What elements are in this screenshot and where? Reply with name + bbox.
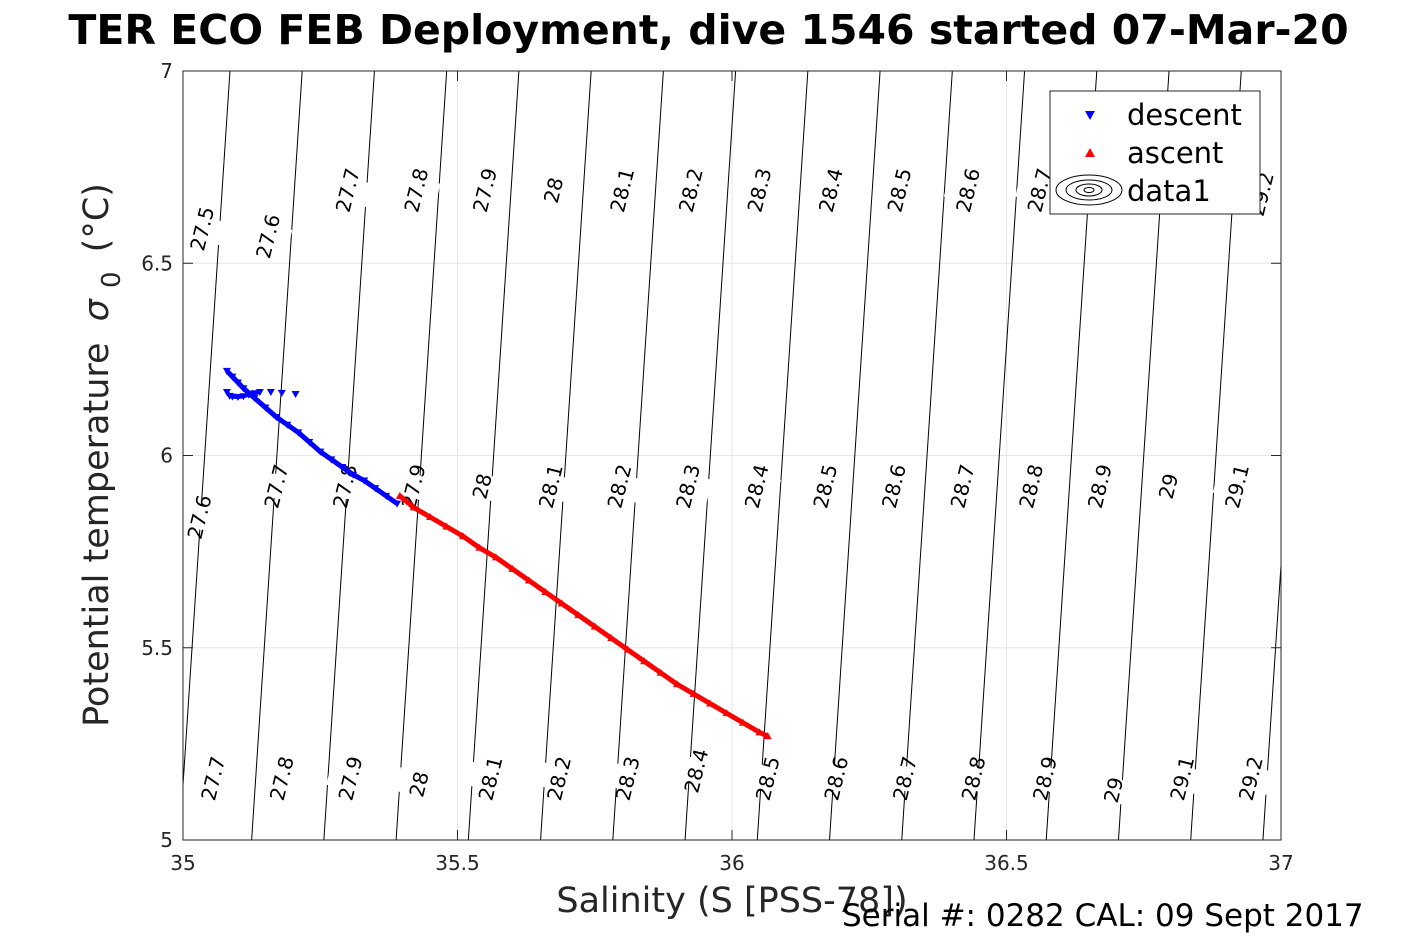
chart-title: TER ECO FEB Deployment, dive 1546 starte…	[0, 4, 1417, 56]
contour-line-6	[467, 71, 520, 840]
chart-title-text: TER ECO FEB Deployment, dive 1546 starte…	[68, 6, 1349, 54]
contour-label-bg-36	[603, 761, 652, 796]
contour-label-5: 28	[539, 175, 568, 206]
y-axis-label-main: Potential temperature	[77, 342, 117, 726]
contour-label-bg-25	[938, 469, 987, 504]
contour-label-bg-27	[1075, 469, 1125, 504]
contour-label-bg-37	[672, 753, 721, 788]
contour-label-28: 29	[1154, 471, 1183, 502]
contour-line-9	[684, 71, 737, 840]
y-tick-label-1: 5.5	[141, 636, 173, 660]
contour-line-11	[829, 71, 881, 840]
contour-label-bg-6	[597, 173, 647, 208]
contour-label-bg-39	[812, 761, 861, 796]
contour-label-43: 29	[1099, 775, 1128, 806]
contour-label-bg-2	[323, 173, 372, 208]
contour-label-bg-44	[1157, 761, 1207, 796]
descent-point-27	[277, 389, 286, 397]
contour-label-bg-41	[949, 761, 998, 796]
contour-line-19	[1407, 71, 1417, 840]
legend-label-descent: descent	[1127, 98, 1242, 132]
contour-label-bg-21	[663, 469, 713, 504]
contour-line-5	[395, 71, 448, 840]
contour-label-bg-22	[732, 469, 781, 504]
contour-label-bg-35	[534, 761, 584, 796]
descent-hook-trace	[225, 390, 261, 400]
svg-text:Potential temperature σ: Potential temperature σ 0 (°C)	[77, 183, 129, 727]
contour-label-bg-26	[1006, 469, 1056, 504]
contour-label-bg-31	[257, 761, 307, 796]
contour-label-bg-23	[801, 469, 850, 504]
legend: descent ascent data1	[1049, 90, 1261, 215]
descent-trace	[225, 369, 399, 506]
y-axis-label: Potential temperature σ 0 (°C)	[77, 183, 129, 727]
contour-label-bg-4	[460, 173, 510, 208]
contour-line-7	[540, 71, 592, 840]
contour-label-bg-28	[1144, 469, 1193, 504]
contour-label-bg-42	[1020, 761, 1070, 796]
legend-box	[1049, 90, 1261, 215]
ascent-trace	[398, 493, 769, 739]
contour-line-12	[901, 71, 953, 840]
contour-label-18: 28	[467, 471, 496, 502]
contour-label-bg-29	[1212, 469, 1262, 504]
x-tick-label-2: 36	[719, 851, 744, 875]
contour-line-3	[251, 71, 303, 840]
contour-label-bg-19	[526, 469, 576, 504]
contour-label-bg-40	[880, 761, 930, 796]
contour-label-bg-45	[1226, 761, 1276, 796]
contour-label-bg-20	[595, 469, 644, 504]
y-tick-label-3: 6.5	[141, 251, 173, 275]
legend-marker-ascent-icon	[1085, 148, 1095, 157]
contour-label-bg-0	[177, 211, 227, 246]
contour-label-bg-10	[875, 173, 924, 208]
y-tick-label-2: 6	[160, 444, 173, 468]
contour-label-bg-11	[943, 173, 993, 208]
x-tick-label-4: 37	[1268, 851, 1293, 875]
y-tick-label-4: 7	[160, 59, 173, 83]
data-points	[222, 367, 772, 740]
legend-label-data1: data1	[1127, 174, 1211, 208]
axis-ticks: 35 35.5 36 36.5 37 5 5.5 6 6.5 7	[141, 59, 1294, 875]
y-axis-label-unit: (°C)	[77, 183, 117, 252]
contour-label-bg-9	[806, 173, 856, 208]
contour-label-bg-24	[869, 469, 919, 504]
y-axis-label-sigma: σ	[77, 297, 117, 321]
contour-label-bg-38	[743, 761, 792, 796]
legend-label-ascent: ascent	[1127, 136, 1223, 170]
legend-marker-contour-icon	[1055, 174, 1123, 206]
x-tick-label-1: 35.5	[435, 851, 480, 875]
contour-label-bg-14	[175, 500, 224, 534]
contour-line-18	[1335, 71, 1386, 840]
contour-line-10	[756, 71, 809, 840]
contour-label-bg-7	[666, 173, 716, 208]
contour-label-bg-5	[529, 173, 578, 208]
contour-label-bg-43	[1089, 773, 1138, 807]
contour-label-33: 28	[404, 769, 433, 800]
contour-label-bg-8	[735, 173, 784, 208]
contour-label-bg-34	[466, 761, 515, 796]
contour-line-2	[183, 71, 231, 793]
contour-line-17	[1262, 557, 1281, 840]
contour-label-bg-15	[252, 469, 301, 504]
y-tick-label-0: 5	[160, 828, 173, 852]
contour-line-13	[973, 71, 1026, 840]
y-axis-label-subscript: 0	[97, 271, 127, 288]
contour-label-bg-1	[243, 219, 293, 254]
serial-cal-footer: Serial #: 0282 CAL: 09 Sept 2017	[842, 898, 1364, 934]
x-tick-label-0: 35	[170, 851, 195, 875]
contour-label-bg-30	[188, 761, 238, 796]
contour-label-bg-3	[392, 173, 441, 208]
descent-point-26	[266, 389, 275, 397]
x-axis-label: Salinity (S [PSS-78])	[556, 881, 907, 921]
legend-marker-descent-icon	[1085, 111, 1095, 120]
descent-point-28	[291, 390, 300, 398]
contour-label-bg-32	[326, 761, 375, 796]
contour-label-bg-18	[457, 469, 507, 504]
x-tick-label-3: 36.5	[984, 851, 1029, 875]
contour-label-bg-33	[394, 767, 444, 802]
contour-line-8	[612, 71, 664, 840]
